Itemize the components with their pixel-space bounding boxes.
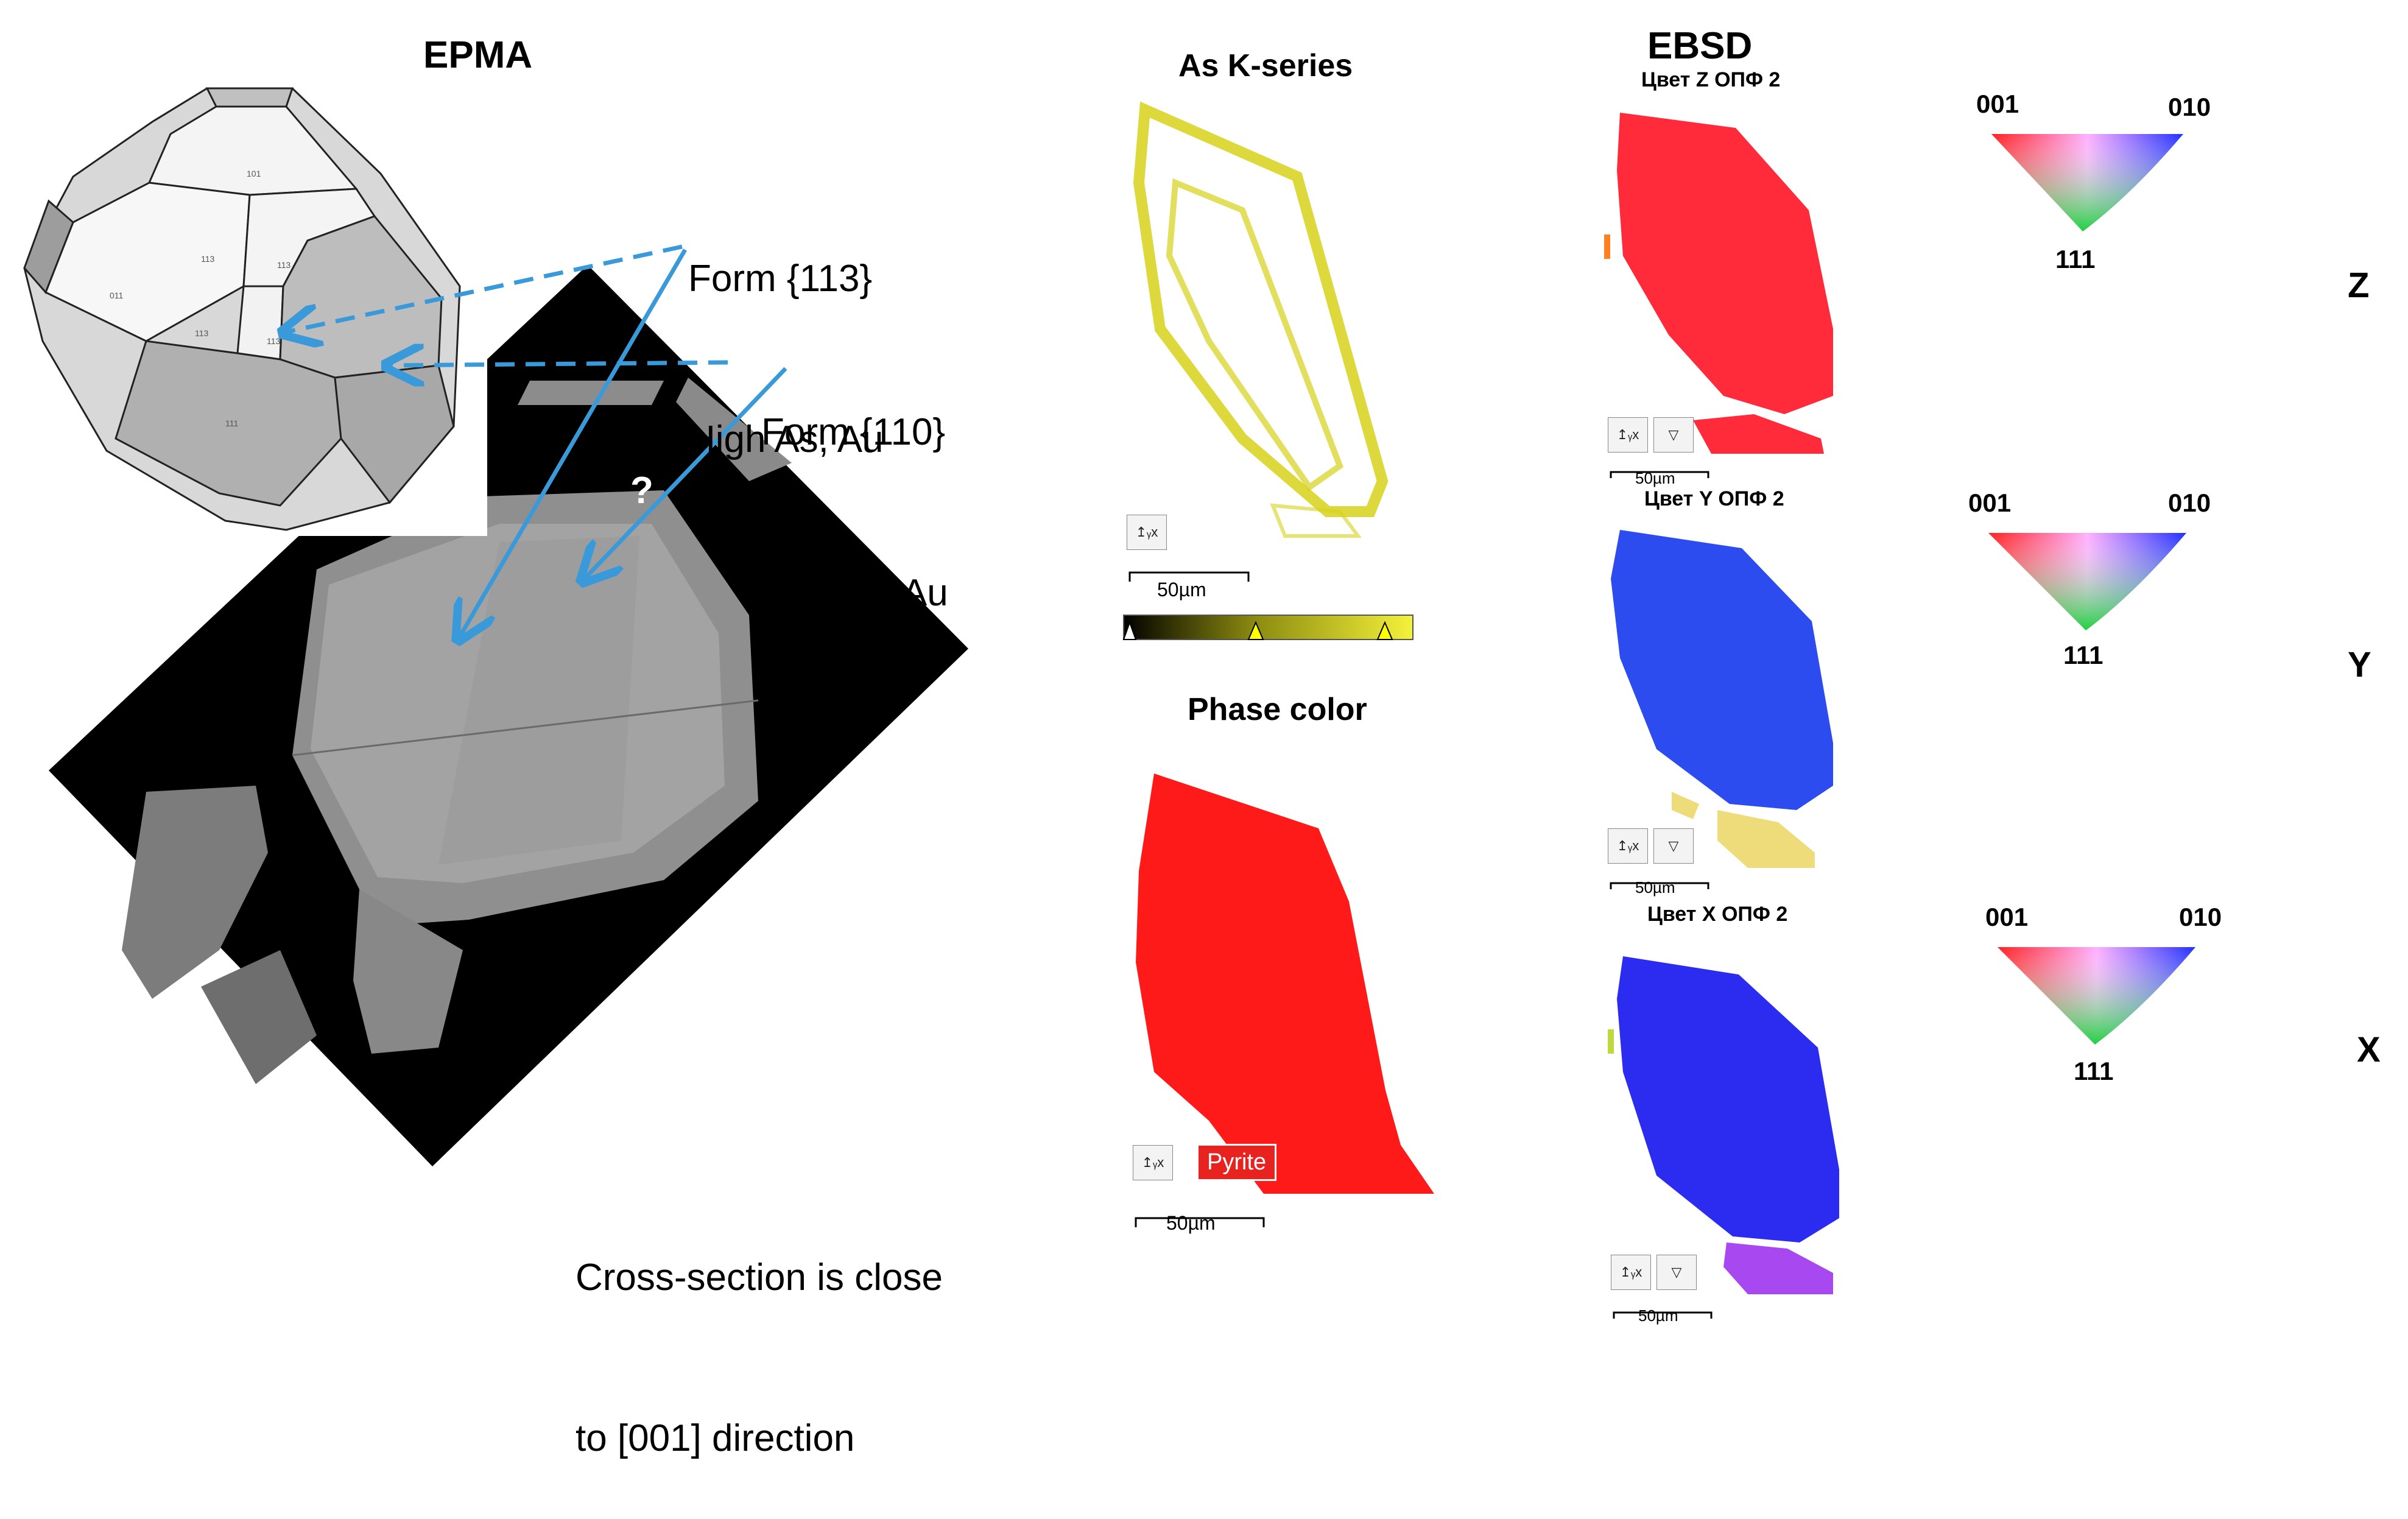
question-mark: ? — [630, 470, 653, 512]
as-axes-button[interactable]: ↥ᵧx — [1127, 515, 1167, 550]
face-label-111: 111 — [225, 418, 238, 428]
ebsd-z-scale: 50µm — [1635, 469, 1675, 487]
callout-110-line1: Form {110} — [761, 411, 946, 453]
as-map-rings — [1133, 101, 1389, 538]
ebsd-x-grain — [1608, 956, 1839, 1294]
ebsd-y-title: Цвет Y ОПФ 2 — [1644, 487, 1784, 510]
face-label-011: 011 — [110, 291, 124, 300]
ebsd-title: EBSD — [1647, 25, 1753, 67]
ebsd-z-axes-button[interactable]: ↥ᵧx — [1608, 417, 1648, 453]
ipf-z-111: 111 — [2055, 245, 2096, 273]
ipf-y-111: 111 — [2063, 641, 2103, 669]
callout-arrows — [286, 244, 787, 636]
ebsd-y-axes-button[interactable]: ↥ᵧx — [1608, 828, 1648, 864]
ebsd-x-ipf-button[interactable]: ▽ — [1656, 1255, 1697, 1290]
ipf-z-010: 010 — [2168, 93, 2211, 121]
as-color-scale — [1122, 615, 1413, 640]
caption-line1: Cross-section is close — [576, 1256, 943, 1299]
face-label-101: 101 — [247, 169, 261, 178]
ebsd-x-scale: 50µm — [1638, 1306, 1678, 1325]
scale-bars — [1128, 471, 1713, 1319]
ipf-y-001: 001 — [1968, 488, 2012, 517]
axis-label-x: X — [2357, 1030, 2381, 1070]
ebsd-y-scale: 50µm — [1635, 878, 1675, 897]
axis-label-z: Z — [2348, 266, 2370, 305]
face-label-113d: 113 — [267, 336, 281, 346]
axis-label-y: Y — [2348, 645, 2371, 685]
phase-scale-label: 50µm — [1166, 1212, 1216, 1234]
graphic-layer: 101 113 113 011 113 113 111 — [23, 87, 2195, 1319]
phase-pyrite-label[interactable]: Pyrite — [1197, 1144, 1277, 1181]
ebsd-z-grain — [1604, 113, 1833, 454]
ipf-triangle-z — [1991, 134, 2183, 231]
ipf-z-001: 001 — [1976, 90, 2019, 118]
crystal-polyhedron — [23, 87, 461, 531]
ebsd-y-grain — [1611, 530, 1833, 868]
callout-113-line1: Form {113} — [688, 258, 873, 300]
face-label-113a: 113 — [201, 254, 215, 264]
as-map-title: As K-series — [1178, 48, 1353, 83]
face-label-113b: 113 — [277, 260, 291, 270]
ipf-x-001: 001 — [1985, 903, 2029, 931]
ipf-x-111: 111 — [2074, 1057, 2114, 1085]
ipf-x-010: 010 — [2179, 903, 2222, 931]
epma-title: EPMA — [423, 34, 533, 76]
phase-axes-button[interactable]: ↥ᵧx — [1133, 1145, 1173, 1180]
ipf-triangle-y — [1988, 533, 2186, 630]
ipf-y-010: 010 — [2168, 488, 2211, 517]
ipf-triangle-x — [1998, 947, 2195, 1045]
ebsd-x-axes-button[interactable]: ↥ᵧx — [1611, 1255, 1651, 1290]
callout-113: Form {113} High As, Au — [688, 145, 884, 520]
ebsd-z-ipf-button[interactable]: ▽ — [1653, 417, 1694, 453]
as-scale-label: 50µm — [1157, 579, 1206, 601]
face-label-113c: 113 — [195, 328, 209, 338]
ebsd-y-ipf-button[interactable]: ▽ — [1653, 828, 1694, 864]
ebsd-z-title: Цвет Z ОПФ 2 — [1641, 68, 1781, 91]
phase-map-title: Phase color — [1188, 692, 1367, 727]
cross-section-caption: Cross-section is close to [001] directio… — [576, 1144, 943, 1519]
ebsd-x-title: Цвет X ОПФ 2 — [1647, 903, 1788, 926]
callout-110-line2: Low As, Au — [761, 572, 948, 614]
callout-110: Form {110} Low As, Au — [761, 298, 948, 674]
phase-map-grain — [1136, 774, 1434, 1194]
caption-line2: to [001] direction — [576, 1417, 855, 1459]
callout-113-line2: High As, Au — [688, 418, 884, 460]
